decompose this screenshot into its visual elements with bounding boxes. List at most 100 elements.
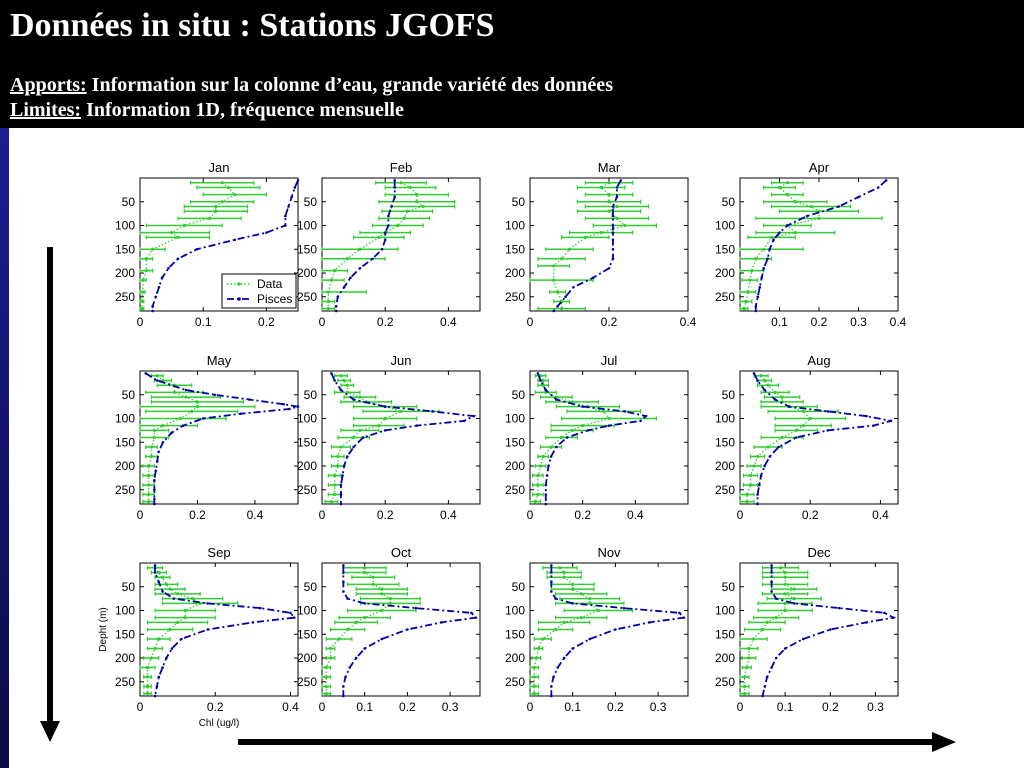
- data-point: [607, 181, 611, 185]
- pisces-point: [611, 205, 615, 208]
- y-tick-label: 100: [115, 412, 135, 426]
- data-point: [536, 483, 540, 487]
- pisces-point: [336, 295, 340, 299]
- pisces-point: [474, 616, 478, 619]
- y-tick-label: 250: [715, 290, 735, 304]
- pisces-point: [763, 464, 766, 468]
- x-tick-label: 0.3: [442, 700, 459, 714]
- pisces-point: [387, 214, 390, 218]
- pisces-point: [857, 195, 860, 199]
- pisces-point: [287, 205, 290, 208]
- pisces-point: [571, 647, 575, 650]
- data-point: [533, 500, 537, 504]
- pisces-point: [876, 186, 880, 189]
- pisces-point: [773, 398, 777, 401]
- x-tick-label: 0.2: [822, 700, 839, 714]
- data-point: [750, 269, 754, 273]
- x-tick-label: 0.2: [399, 700, 416, 714]
- pisces-point: [765, 675, 769, 679]
- y-tick-label: 50: [122, 580, 136, 594]
- data-point: [793, 200, 797, 204]
- y-tick-label: 100: [297, 219, 317, 233]
- data-point: [147, 464, 151, 468]
- data-point: [602, 409, 606, 413]
- x-tick-label: 0.3: [867, 700, 884, 714]
- y-tick-label: 150: [715, 627, 735, 641]
- y-tick-label: 100: [715, 412, 735, 426]
- data-point: [346, 627, 350, 632]
- pisces-point: [161, 666, 164, 669]
- y-tick-label: 50: [512, 580, 526, 594]
- subplot-title: Oct: [391, 545, 412, 560]
- y-tick-label: 200: [715, 459, 735, 473]
- pisces-point: [333, 379, 336, 382]
- data-point: [560, 307, 564, 311]
- time-arrow-head: [932, 732, 956, 752]
- data-point: [762, 247, 766, 251]
- pisces-point: [462, 419, 466, 423]
- pisces-point: [544, 388, 548, 392]
- data-point: [339, 374, 343, 378]
- legend-box: [221, 273, 297, 309]
- data-point: [164, 582, 168, 586]
- y-tick-label: 50: [722, 388, 736, 402]
- pisces-point: [154, 469, 158, 473]
- plot-frame: [529, 177, 689, 312]
- data-point: [214, 204, 218, 209]
- data-point: [783, 582, 787, 586]
- pisces-point: [678, 611, 681, 615]
- pisces-point: [787, 405, 791, 408]
- pisces-point: [239, 412, 242, 416]
- y-tick-label: 250: [115, 290, 135, 304]
- pisces-point: [144, 372, 148, 375]
- pisces-point: [334, 304, 338, 308]
- pisces-point: [157, 285, 161, 289]
- data-point: [536, 492, 540, 497]
- data-point: [760, 627, 765, 632]
- data-point: [607, 200, 611, 204]
- data-point: [329, 500, 334, 504]
- y-axis-label: Depht (m): [98, 607, 109, 651]
- y-tick-label: 200: [297, 266, 317, 280]
- y-tick-label: 150: [297, 242, 317, 256]
- pisces-point: [289, 611, 292, 615]
- data-point: [371, 582, 375, 586]
- data-point: [195, 405, 200, 409]
- pisces-series-line: [761, 565, 897, 697]
- y-tick-label: 200: [505, 651, 525, 665]
- data-point: [333, 269, 337, 273]
- data-point: [541, 637, 545, 641]
- data-point: [607, 193, 611, 197]
- x-tick-label: 0.2: [377, 315, 394, 329]
- x-tick-label: 0.2: [377, 508, 394, 522]
- data-point: [149, 656, 153, 660]
- data-point: [220, 181, 224, 185]
- data-point: [783, 575, 787, 579]
- data-point: [214, 209, 218, 213]
- pisces-series-line: [550, 565, 686, 696]
- pisces-series-line: [342, 565, 478, 696]
- pisces-point: [157, 580, 161, 584]
- x-tick-label: 0.4: [247, 508, 264, 522]
- y-tick-label: 50: [304, 388, 318, 402]
- x-tick-label: 0.2: [802, 508, 819, 522]
- pisces-point: [545, 474, 549, 477]
- pisces-point: [828, 628, 832, 631]
- pisces-point: [555, 398, 558, 401]
- data-point: [155, 374, 159, 378]
- x-tick-label: 0.4: [680, 315, 697, 329]
- apports-line: Apports: Information sur la colonne d’ea…: [10, 73, 613, 97]
- data-point: [748, 278, 752, 282]
- y-tick-label: 100: [505, 604, 525, 618]
- pisces-series-line: [330, 373, 477, 504]
- pisces-point: [622, 606, 626, 610]
- data-point: [380, 587, 384, 591]
- subplot-apr: Apr 50 100 150 200 250 0.1 0.2 0.3 0.4: [715, 160, 907, 329]
- pisces-point: [565, 436, 569, 439]
- pisces-point: [682, 616, 686, 619]
- data-point: [358, 247, 362, 251]
- x-tick-label: 0.2: [811, 315, 828, 329]
